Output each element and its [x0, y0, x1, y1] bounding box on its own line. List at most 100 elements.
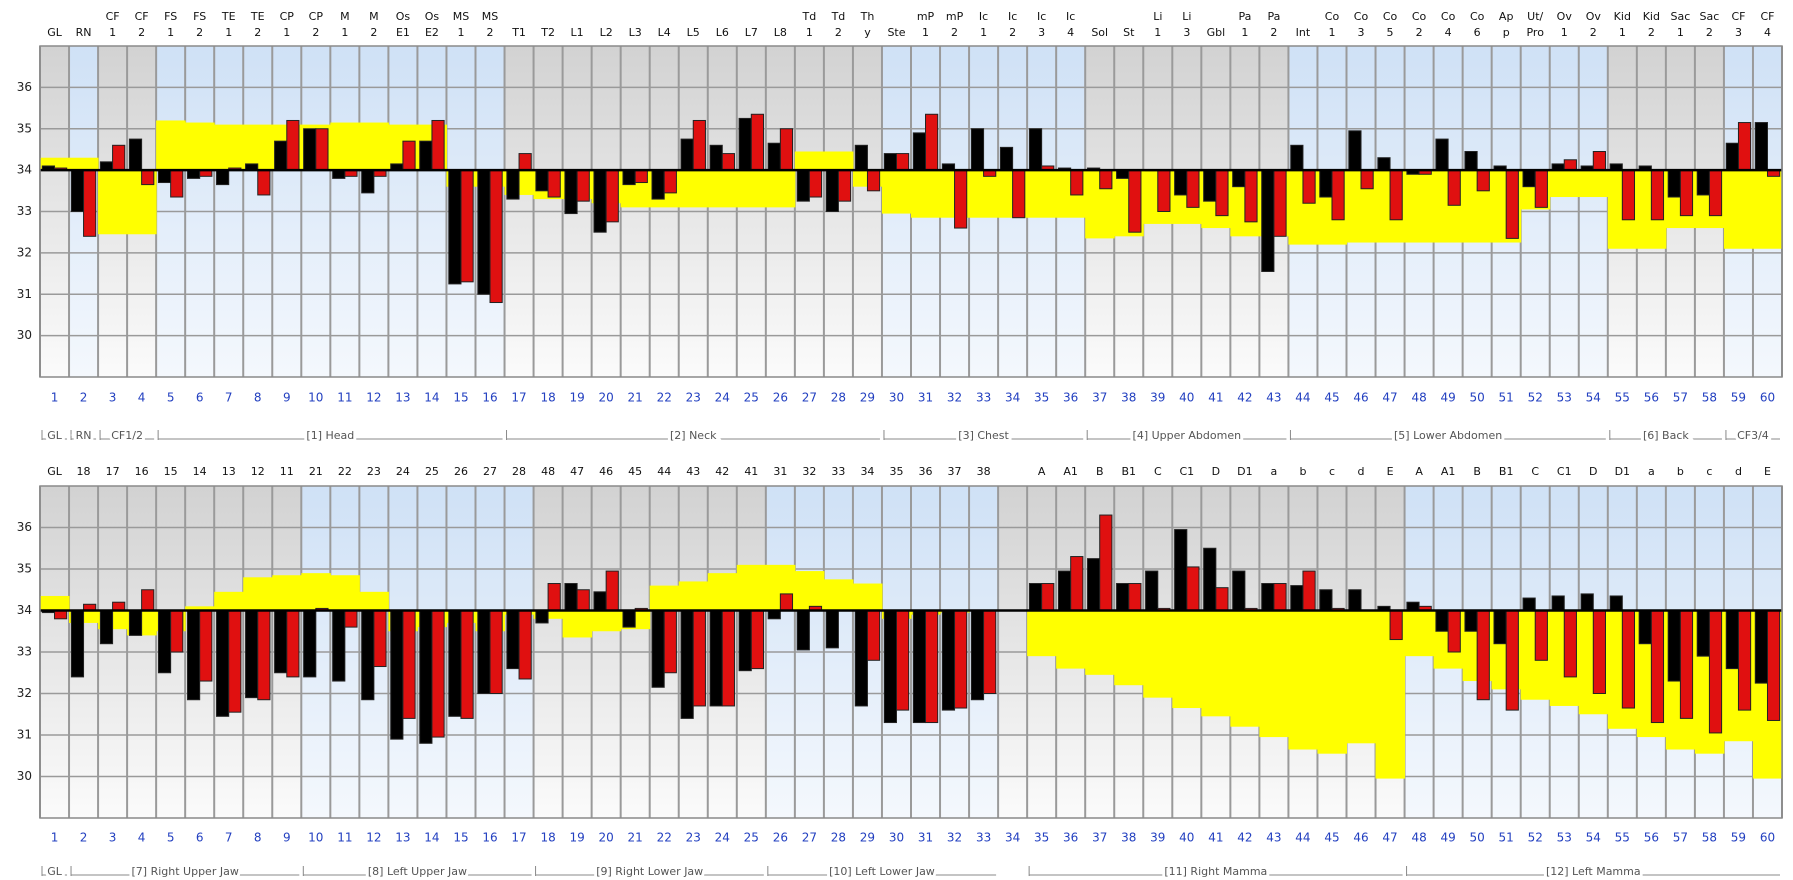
x-tick-label: 45	[1324, 831, 1339, 845]
bar	[70, 610, 85, 678]
x-tick-label: 33	[976, 831, 991, 845]
x-tick-label: 37	[1092, 391, 1107, 405]
x-tick-label: 12	[366, 391, 381, 405]
bar	[157, 610, 172, 674]
bar	[1464, 610, 1478, 632]
x-tick-label: 47	[1382, 831, 1397, 845]
column-label: Td	[802, 10, 817, 23]
x-tick-label: 40	[1179, 831, 1194, 845]
bar	[448, 610, 462, 717]
x-tick-label: 27	[802, 391, 817, 405]
bar	[796, 610, 810, 651]
column-label: 32	[802, 465, 816, 478]
reference-band	[1288, 610, 1318, 750]
bar	[1667, 169, 1681, 198]
bar	[402, 140, 416, 171]
x-tick-label: 8	[254, 391, 262, 405]
y-tick-label: 34	[17, 603, 32, 617]
x-tick-label: 13	[395, 391, 410, 405]
x-tick-label: 13	[395, 831, 410, 845]
bar	[1273, 169, 1287, 237]
reference-band	[40, 595, 70, 611]
bar	[883, 153, 897, 171]
x-tick-label: 52	[1528, 831, 1543, 845]
x-tick-label: 31	[918, 831, 933, 845]
bar	[1667, 610, 1681, 682]
bar	[1290, 144, 1304, 171]
bar	[1128, 169, 1142, 233]
column-label: L5	[687, 26, 700, 39]
column-label: 2	[951, 26, 958, 39]
bar	[361, 610, 375, 701]
bar	[112, 144, 126, 171]
reference-band	[911, 170, 941, 218]
column-label: 46	[599, 465, 613, 478]
bar	[983, 610, 997, 694]
bar	[1696, 610, 1710, 657]
column-label: 42	[715, 465, 729, 478]
x-tick-label: 57	[1673, 831, 1688, 845]
bar	[1302, 570, 1316, 612]
bar	[1534, 610, 1548, 661]
column-label: d	[1735, 465, 1742, 478]
bar	[460, 610, 474, 719]
bar	[593, 591, 607, 612]
bar	[1754, 122, 1768, 171]
reference-band	[359, 591, 389, 611]
column-label: Ov	[1557, 10, 1573, 23]
bar	[1621, 169, 1636, 221]
bar	[866, 610, 881, 661]
bar	[1563, 159, 1577, 171]
bar	[1261, 169, 1275, 272]
column-label: 48	[541, 465, 555, 478]
reference-band	[852, 583, 883, 611]
bar	[1041, 583, 1055, 612]
column-label: GL	[47, 26, 63, 39]
bar	[709, 610, 723, 707]
reference-band	[156, 120, 186, 171]
column-label: Ic	[1037, 10, 1046, 23]
column-label: Kid	[1643, 10, 1660, 23]
column-label: D1	[1237, 465, 1252, 478]
column-label: 1	[1328, 26, 1335, 39]
column-label: 3	[1038, 26, 1045, 39]
column-label: 35	[889, 465, 903, 478]
bar	[1766, 610, 1781, 721]
bar	[460, 169, 474, 283]
x-tick-label: 56	[1644, 391, 1659, 405]
bar	[1447, 169, 1461, 206]
x-tick-label: 43	[1266, 831, 1281, 845]
bar	[1592, 151, 1606, 171]
x-tick-label: 23	[686, 831, 701, 845]
reference-band	[707, 170, 738, 208]
bar	[547, 169, 561, 198]
reference-band	[649, 585, 680, 611]
bar	[1070, 556, 1084, 611]
bar	[518, 153, 532, 171]
column-label: a	[1271, 465, 1278, 478]
bar	[506, 169, 520, 200]
column-label: A1	[1063, 465, 1078, 478]
column-label: TE	[221, 10, 236, 23]
bar	[750, 610, 765, 670]
x-tick-label: 30	[889, 831, 904, 845]
x-tick-label: 53	[1557, 391, 1572, 405]
bar	[1186, 566, 1200, 611]
column-label: 2	[254, 26, 261, 39]
x-tick-label: 21	[628, 391, 643, 405]
column-label: Co	[1354, 10, 1369, 23]
x-tick-label: 24	[715, 831, 730, 845]
x-tick-label: 53	[1557, 831, 1572, 845]
x-tick-label: 17	[511, 831, 526, 845]
bar	[576, 589, 590, 611]
column-label: c	[1706, 465, 1712, 478]
column-label: T1	[511, 26, 526, 39]
bar	[1476, 610, 1490, 701]
column-label: 28	[512, 465, 526, 478]
bar	[1099, 514, 1113, 611]
x-tick-label: 8	[254, 831, 262, 845]
column-label: 1	[806, 26, 813, 39]
x-tick-label: 37	[1092, 831, 1107, 845]
group-label: CF3/4	[1737, 429, 1769, 442]
group-label: [2] Neck	[670, 429, 717, 442]
